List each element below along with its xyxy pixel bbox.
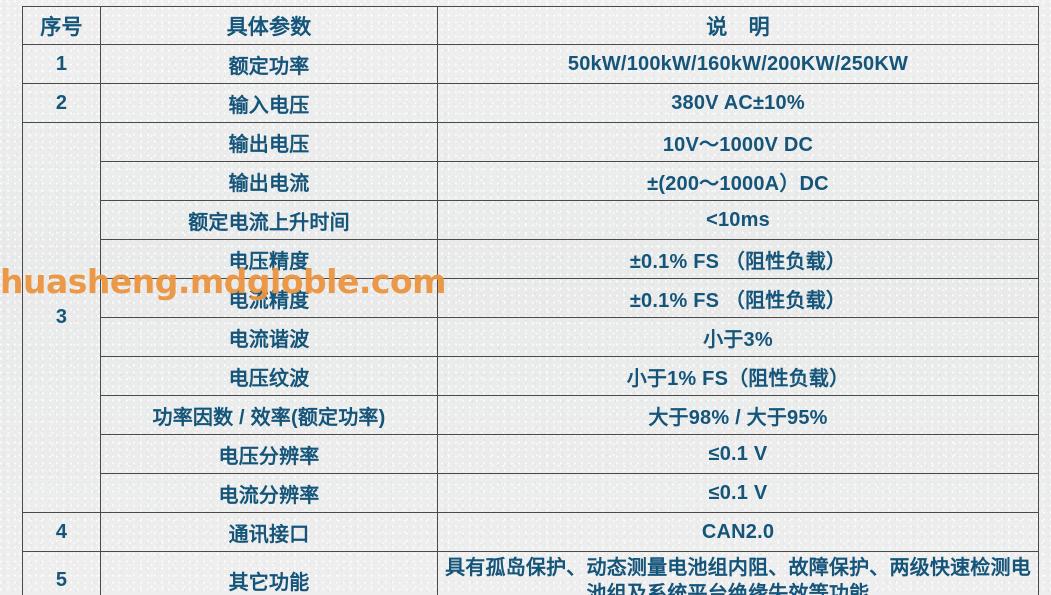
row-description: 小于1% FS（阻性负载）: [437, 356, 1039, 396]
table-row: 电压纹波 小于1% FS（阻性负载）: [23, 356, 1039, 396]
row-description: ≤0.1 V: [437, 434, 1039, 474]
row-description: <10ms: [437, 200, 1039, 240]
row-description: 380V AC±10%: [437, 83, 1039, 123]
row-description: 10V～1000V DC: [437, 122, 1039, 162]
header-cell-parameter: 具体参数: [100, 6, 438, 45]
row-parameter: 额定电流上升时间: [100, 200, 438, 240]
row-parameter: 输出电流: [100, 161, 438, 201]
table-row: 功率因数 / 效率(额定功率) 大于98% / 大于95%: [23, 395, 1039, 435]
row-parameter: 电压纹波: [100, 356, 438, 396]
specification-table: 序号 具体参数 说 明 1 额定功率 50kW/100kW/160kW/200K…: [22, 6, 1039, 595]
table-row: 4 通讯接口 CAN2.0: [22, 512, 1039, 552]
table-row: 电压精度 ±0.1% FS （阻性负载）: [23, 239, 1039, 279]
row-description: 小于3%: [437, 317, 1039, 357]
row-number: 1: [22, 44, 101, 84]
row-parameter: 电流分辨率: [100, 473, 438, 513]
row-number: 5: [22, 551, 101, 595]
table-row: 输出电流 ±(200～1000A）DC: [23, 161, 1039, 201]
table-row: 电流精度 ±0.1% FS （阻性负载）: [23, 278, 1039, 318]
row-parameter: 功率因数 / 效率(额定功率): [100, 395, 438, 435]
table-row: 5 其它功能 具有孤岛保护、动态测量电池组内阻、故障保护、两级快速检测电池组及系…: [22, 551, 1039, 595]
row-number-merged: 3: [22, 122, 101, 513]
table-row: 电流谐波 小于3%: [23, 317, 1039, 357]
row-description: CAN2.0: [437, 512, 1039, 552]
row-parameter: 电流谐波: [100, 317, 438, 357]
table-header-row: 序号 具体参数 说 明: [22, 6, 1039, 45]
row-number: 4: [22, 512, 101, 552]
row-parameter: 电压分辨率: [100, 434, 438, 474]
row-parameter: 电压精度: [100, 239, 438, 279]
row-description: 50kW/100kW/160kW/200KW/250KW: [437, 44, 1039, 84]
row-description: ±0.1% FS （阻性负载）: [437, 239, 1039, 279]
table-row: 2 输入电压 380V AC±10%: [22, 83, 1039, 123]
table-row: 电流分辨率 ≤0.1 V: [23, 473, 1039, 513]
row-description: 大于98% / 大于95%: [437, 395, 1039, 435]
header-cell-no: 序号: [22, 6, 101, 45]
header-cell-description: 说 明: [437, 6, 1039, 45]
row-parameter: 其它功能: [100, 551, 438, 595]
row-parameter: 输入电压: [100, 83, 438, 123]
table-row: 电压分辨率 ≤0.1 V: [23, 434, 1039, 474]
table-row: 1 额定功率 50kW/100kW/160kW/200KW/250KW: [22, 44, 1039, 84]
row-description: ≤0.1 V: [437, 473, 1039, 513]
row-parameter: 输出电压: [100, 122, 438, 162]
table-row: 额定电流上升时间 <10ms: [23, 200, 1039, 240]
row-parameter: 电流精度: [100, 278, 438, 318]
row-number: 2: [22, 83, 101, 123]
spec-table-container: 序号 具体参数 说 明 1 额定功率 50kW/100kW/160kW/200K…: [22, 6, 1039, 595]
row-description: 具有孤岛保护、动态测量电池组内阻、故障保护、两级快速检测电池组及系统平台绝缘失效…: [437, 551, 1039, 595]
row-parameter: 通讯接口: [100, 512, 438, 552]
row-description: ±0.1% FS （阻性负载）: [437, 278, 1039, 318]
table-row: 3 输出电压 10V～1000V DC: [22, 122, 1039, 513]
row-parameter: 额定功率: [100, 44, 438, 84]
row-description: ±(200～1000A）DC: [437, 161, 1039, 201]
